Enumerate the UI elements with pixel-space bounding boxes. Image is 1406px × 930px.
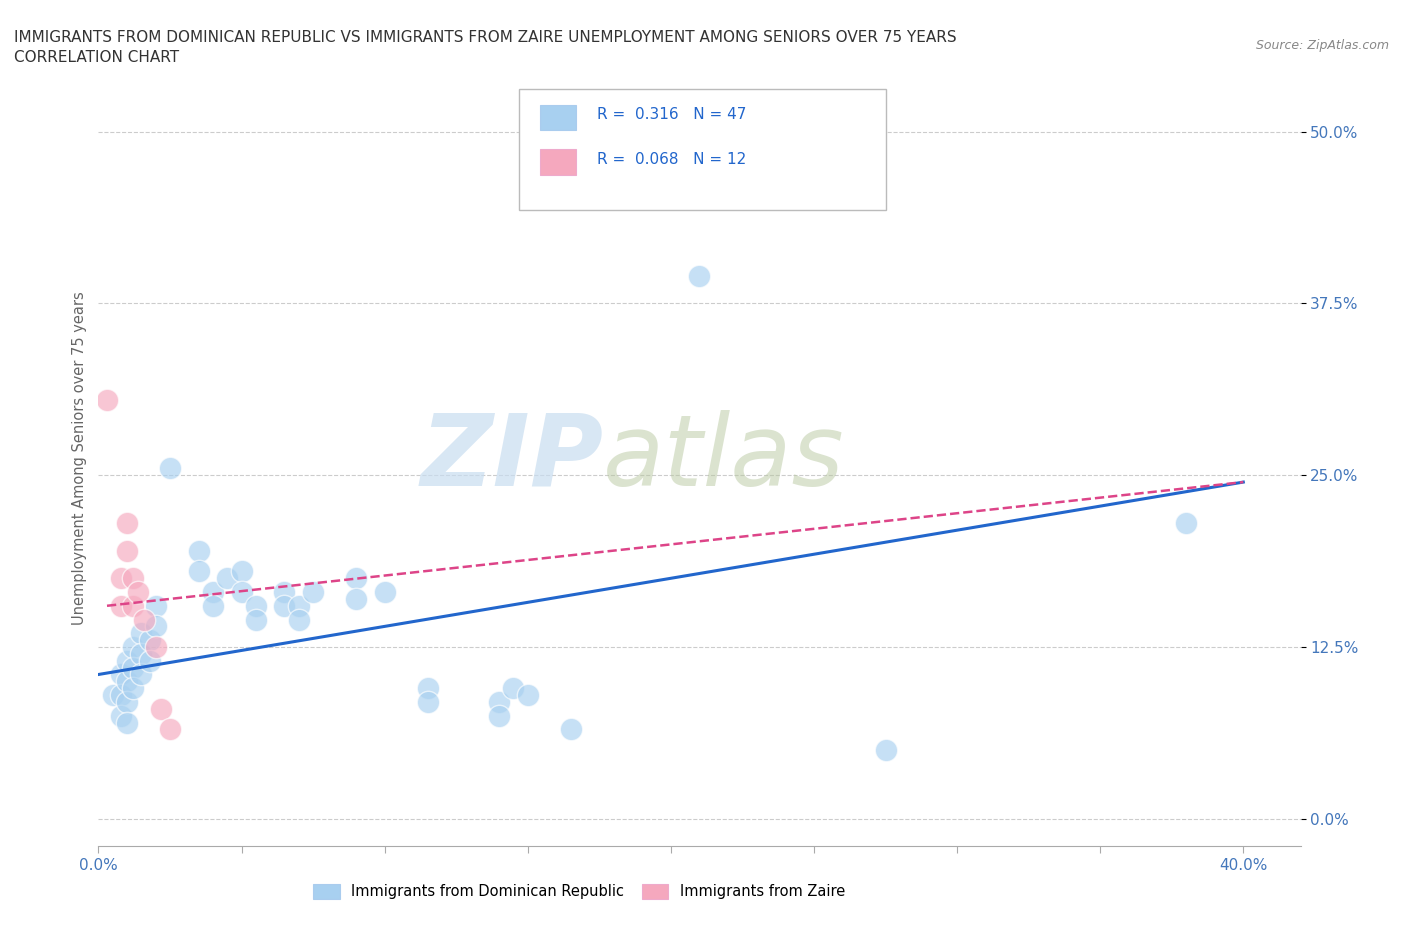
Point xyxy=(121,681,143,696)
Point xyxy=(488,695,510,710)
Point xyxy=(302,585,325,600)
Point xyxy=(560,722,582,737)
Point xyxy=(101,687,124,702)
FancyBboxPatch shape xyxy=(540,149,575,175)
Point xyxy=(516,687,538,702)
FancyBboxPatch shape xyxy=(540,105,575,130)
Point xyxy=(344,591,367,606)
Point xyxy=(131,626,153,641)
Point xyxy=(875,743,897,758)
Point xyxy=(110,687,132,702)
Point xyxy=(145,640,167,655)
Text: ZIP: ZIP xyxy=(420,409,603,507)
Legend: Immigrants from Dominican Republic, Immigrants from Zaire: Immigrants from Dominican Republic, Immi… xyxy=(308,878,851,905)
Point xyxy=(159,461,181,476)
Point xyxy=(131,646,153,661)
Point xyxy=(201,585,224,600)
Point xyxy=(110,598,132,613)
Point xyxy=(134,612,156,627)
Point xyxy=(139,632,162,647)
Point xyxy=(187,564,209,578)
Point xyxy=(273,598,295,613)
Point xyxy=(416,695,439,710)
Point xyxy=(231,585,253,600)
Text: CORRELATION CHART: CORRELATION CHART xyxy=(14,50,179,65)
Point xyxy=(217,571,239,586)
Point xyxy=(273,585,295,600)
Point xyxy=(759,186,782,201)
Point xyxy=(488,709,510,724)
Point xyxy=(121,660,143,675)
Point xyxy=(374,585,396,600)
Point xyxy=(115,715,138,730)
Point xyxy=(287,612,309,627)
Point xyxy=(159,722,181,737)
Text: IMMIGRANTS FROM DOMINICAN REPUBLIC VS IMMIGRANTS FROM ZAIRE UNEMPLOYMENT AMONG S: IMMIGRANTS FROM DOMINICAN REPUBLIC VS IM… xyxy=(14,30,956,45)
Point xyxy=(145,619,167,634)
Point xyxy=(245,612,267,627)
Point xyxy=(128,585,150,600)
Text: R =  0.068   N = 12: R = 0.068 N = 12 xyxy=(598,152,747,166)
Point xyxy=(121,598,143,613)
Point xyxy=(150,701,173,716)
Point xyxy=(688,269,710,284)
Point xyxy=(502,681,524,696)
Point xyxy=(115,516,138,531)
Point xyxy=(416,681,439,696)
Point xyxy=(1175,516,1198,531)
Point xyxy=(115,543,138,558)
Point xyxy=(287,598,309,613)
Point xyxy=(201,598,224,613)
Point xyxy=(145,598,167,613)
Point xyxy=(115,674,138,689)
Point xyxy=(344,571,367,586)
Point xyxy=(121,640,143,655)
Point xyxy=(121,571,143,586)
Text: Source: ZipAtlas.com: Source: ZipAtlas.com xyxy=(1256,39,1389,52)
Point xyxy=(139,653,162,668)
Point xyxy=(115,653,138,668)
FancyBboxPatch shape xyxy=(519,89,886,209)
Point xyxy=(110,571,132,586)
Text: R =  0.316   N = 47: R = 0.316 N = 47 xyxy=(598,107,747,122)
Point xyxy=(131,667,153,682)
Point xyxy=(231,564,253,578)
Point xyxy=(115,695,138,710)
Text: atlas: atlas xyxy=(603,409,845,507)
Point xyxy=(96,392,118,407)
Y-axis label: Unemployment Among Seniors over 75 years: Unemployment Among Seniors over 75 years xyxy=(72,291,87,625)
Point xyxy=(187,543,209,558)
Point xyxy=(245,598,267,613)
Point xyxy=(110,709,132,724)
Point xyxy=(110,667,132,682)
